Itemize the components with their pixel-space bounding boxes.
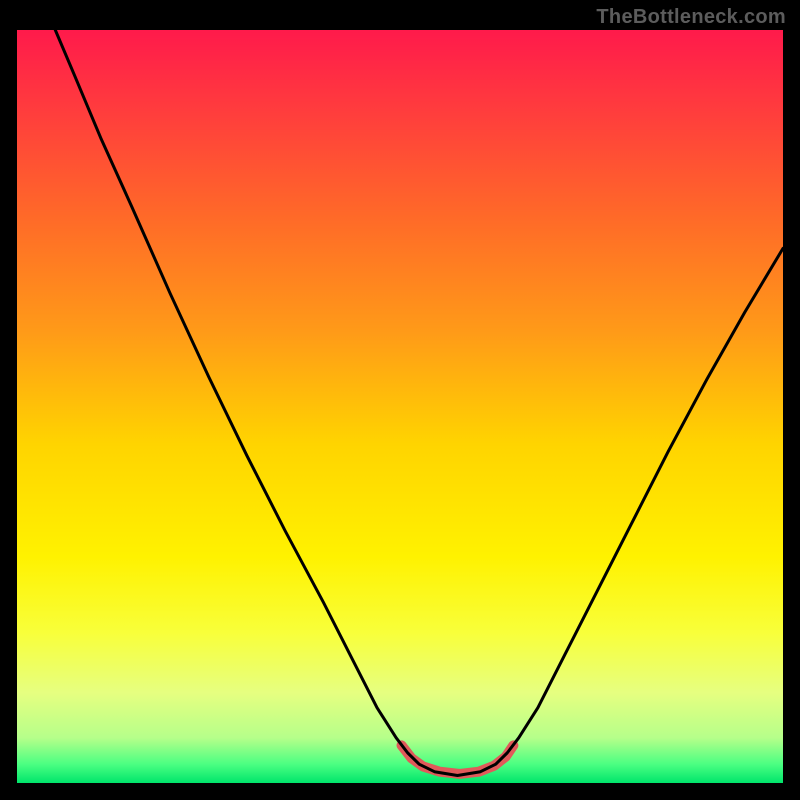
- chart-root: TheBottleneck.com: [0, 0, 800, 800]
- watermark-text: TheBottleneck.com: [596, 6, 786, 29]
- v-curve: [55, 30, 783, 775]
- plot-area: [17, 30, 783, 783]
- bottom-accent-curve: [402, 745, 514, 774]
- curve-overlay: [17, 30, 783, 783]
